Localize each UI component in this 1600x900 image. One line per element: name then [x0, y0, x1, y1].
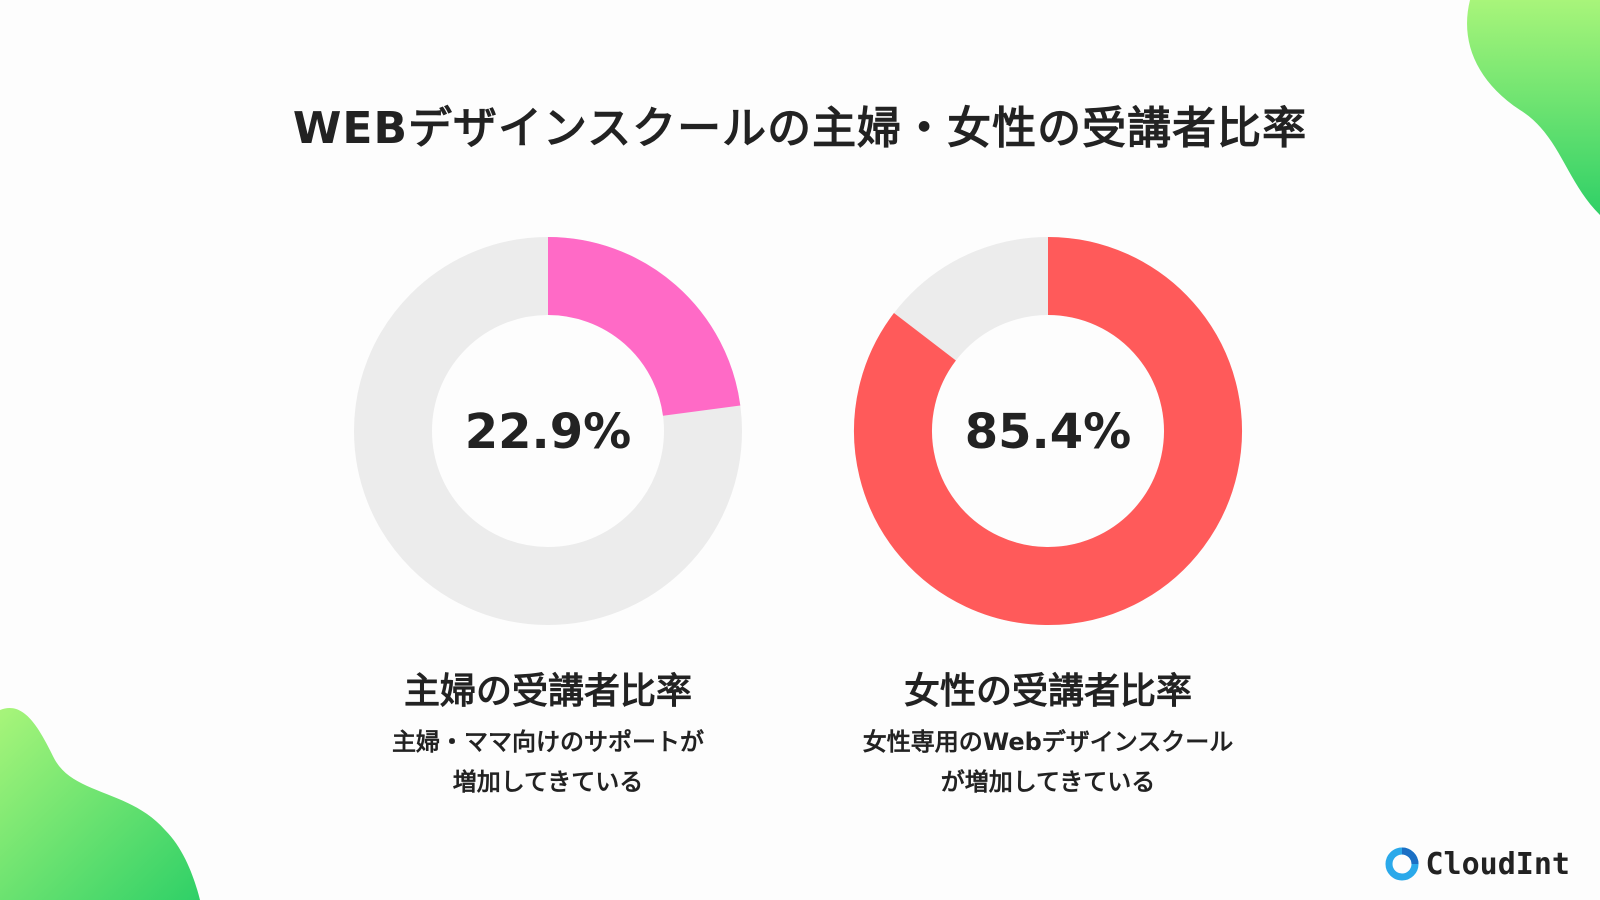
donut-slice-value: [854, 237, 1242, 625]
decorative-blob-bottom-left: [0, 708, 200, 900]
chart-description: 主婦・ママ向けのサポートが 増加してきている: [348, 722, 748, 802]
chart-heading: 主婦の受講者比率: [403, 671, 692, 712]
description-line: 女性専用のWebデザインスクール: [862, 728, 1234, 756]
chart-description: 女性専用のWebデザインスクール が増加してきている: [848, 722, 1248, 802]
description-line: 増加してきている: [452, 768, 644, 796]
chart-panel-housewife: 22.9% 主婦の受講者比率 主婦・ママ向けのサポートが 増加してきている: [348, 236, 748, 802]
brand-logo: CloudInt: [1384, 846, 1571, 882]
chart-heading: 女性の受講者比率: [903, 671, 1192, 712]
page-title: WEBデザインスクールの主婦・女性の受講者比率: [292, 103, 1308, 154]
decorative-blob-top-right: [1467, 0, 1600, 215]
description-line: 主婦・ママ向けのサポートが: [392, 728, 704, 756]
donut-value-label: 22.9%: [465, 404, 632, 460]
donut-slice-value: [546, 237, 741, 417]
donut-chart-female: 85.4%: [854, 237, 1242, 625]
logo-text: CloudInt: [1425, 846, 1571, 882]
chart-panel-female: 85.4% 女性の受講者比率 女性専用のWebデザインスクール が増加してきてい…: [848, 236, 1248, 802]
cloudint-ring-icon: [1385, 847, 1418, 881]
donut-value-label: 85.4%: [965, 404, 1132, 460]
description-line: が増加してきている: [940, 768, 1156, 796]
donut-chart-housewife: 22.9%: [354, 237, 742, 625]
